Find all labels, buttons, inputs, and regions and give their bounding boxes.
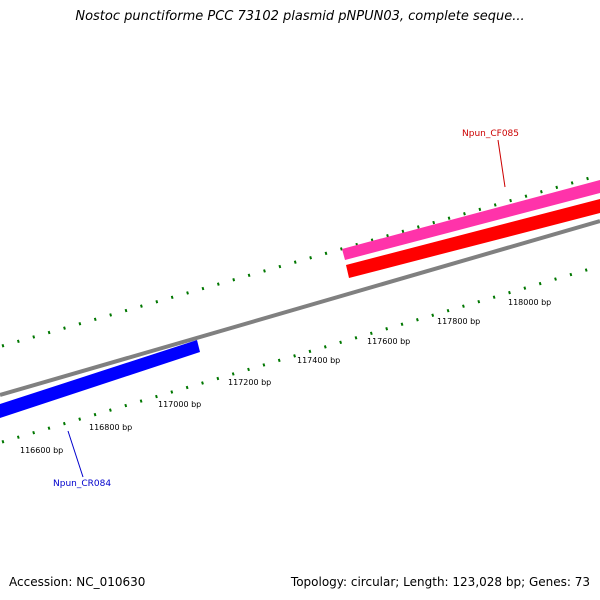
reverse-tick-track bbox=[1, 264, 600, 444]
tick-label-117400: 117400 bp bbox=[297, 356, 340, 365]
tick-label-117200: 117200 bp bbox=[228, 378, 271, 387]
map-title: Nostoc punctiforme PCC 73102 plasmid pNP… bbox=[75, 9, 525, 24]
tick-label-118000: 118000 bp bbox=[508, 298, 551, 307]
tick-label-117000: 117000 bp bbox=[158, 400, 201, 409]
gene-Npun_CF085-cds[interactable] bbox=[342, 180, 600, 260]
summary-text: Topology: circular; Length: 123,028 bp; … bbox=[290, 575, 590, 589]
gene-Npun_CF085-gene[interactable] bbox=[346, 199, 600, 278]
tick-label-117600: 117600 bp bbox=[367, 337, 410, 346]
backbone-line bbox=[0, 219, 600, 397]
gene-label-Npun_CR084[interactable]: Npun_CR084 bbox=[53, 479, 111, 489]
gene-Npun_CR084[interactable] bbox=[0, 340, 200, 418]
tick-label-117800: 117800 bp bbox=[437, 317, 480, 326]
tick-label-116800: 116800 bp bbox=[89, 423, 132, 432]
callout-line-Npun_CR084 bbox=[67, 430, 84, 478]
tick-label-116600: 116600 bp bbox=[20, 446, 63, 455]
gene-label-Npun_CF085[interactable]: Npun_CF085 bbox=[462, 129, 519, 139]
forward-tick-track bbox=[1, 173, 600, 348]
accession-text: Accession: NC_010630 bbox=[9, 575, 146, 589]
callout-line-Npun_CF085 bbox=[497, 139, 506, 188]
